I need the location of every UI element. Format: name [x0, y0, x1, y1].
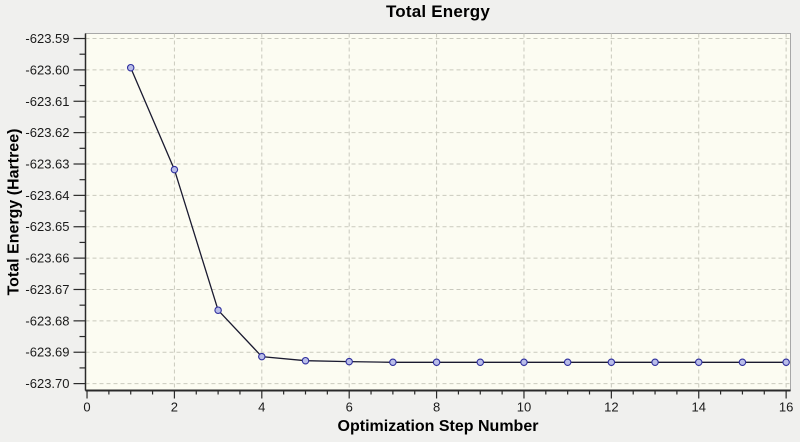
- y-tick-label: -623.66: [25, 251, 69, 266]
- y-tick-label: -623.61: [25, 94, 69, 109]
- data-point-2[interactable]: [170, 165, 179, 174]
- x-tick-label: 14: [692, 400, 706, 415]
- y-tick-label: -623.60: [25, 62, 69, 77]
- y-tick-label: -623.69: [25, 345, 69, 360]
- y-tick-label: -623.64: [25, 188, 69, 203]
- data-point-13[interactable]: [651, 358, 659, 367]
- y-tick-label: -623.63: [25, 157, 69, 172]
- data-point-15[interactable]: [738, 358, 747, 367]
- x-tick-label: 16: [779, 400, 793, 415]
- data-point-3[interactable]: [214, 306, 222, 314]
- data-point-9[interactable]: [476, 358, 485, 367]
- y-tick-label: -623.65: [25, 219, 69, 234]
- data-point-1[interactable]: [126, 63, 135, 72]
- x-tick-label: 4: [258, 400, 265, 415]
- x-tick-label: 10: [517, 400, 531, 415]
- x-tick-label: 8: [433, 400, 440, 415]
- data-point-7[interactable]: [389, 358, 397, 367]
- data-point-10[interactable]: [520, 358, 528, 367]
- data-point-11[interactable]: [563, 358, 572, 367]
- data-point-4[interactable]: [258, 352, 266, 361]
- x-axis-title: Optimization Step Number: [337, 418, 539, 435]
- x-tick-label: 0: [83, 400, 90, 415]
- chart-title: Total Energy: [385, 2, 491, 21]
- y-tick-label: -623.62: [25, 125, 69, 140]
- data-point-12[interactable]: [607, 358, 616, 367]
- x-tick-label: 2: [171, 400, 178, 415]
- data-point-6[interactable]: [345, 357, 353, 366]
- data-point-14[interactable]: [694, 358, 703, 367]
- data-point-16[interactable]: [782, 358, 790, 367]
- axis-ticks: [73, 37, 787, 399]
- plot-background: [85, 33, 791, 391]
- energy-line: [130, 67, 787, 363]
- y-tick-label: -623.70: [25, 376, 69, 391]
- gridlines: [85, 33, 791, 391]
- y-tick-label: -623.59: [25, 31, 69, 46]
- x-tick-label: 12: [604, 400, 618, 415]
- data-point-8[interactable]: [432, 358, 441, 367]
- data-points: [126, 63, 790, 367]
- x-tick-label: 6: [346, 400, 353, 415]
- y-tick-label: -623.68: [25, 313, 69, 328]
- data-point-5[interactable]: [301, 356, 310, 365]
- y-tick-label: -623.67: [25, 282, 69, 297]
- tick-labels: -623.59 -623.60 -623.61 -623.62 -623.63 -623.…: [25, 31, 793, 414]
